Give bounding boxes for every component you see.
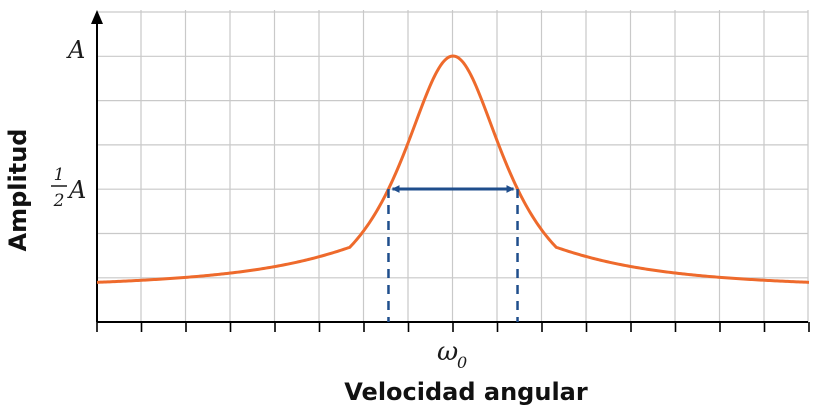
x-axis-ticks	[96, 322, 810, 332]
y-tick-label-half-A: 1 2 A	[51, 165, 86, 211]
y-tick-label-A: A	[66, 36, 85, 64]
y-tick-half-A: A	[67, 176, 86, 204]
x-tick-label-omega0: ω 0	[437, 337, 467, 372]
y-axis-title: Amplitud	[4, 129, 32, 252]
y-tick-A: A	[66, 36, 85, 64]
fraction-numerator: 1	[54, 165, 65, 185]
fraction-denominator: 2	[53, 191, 65, 211]
resonance-curve	[96, 54, 810, 284]
x-axis-title: Velocidad angular	[344, 378, 588, 406]
y-axis-arrow-icon	[91, 10, 103, 24]
x-tick-omega: ω	[437, 337, 458, 367]
x-tick-omega-subscript: 0	[457, 353, 467, 372]
